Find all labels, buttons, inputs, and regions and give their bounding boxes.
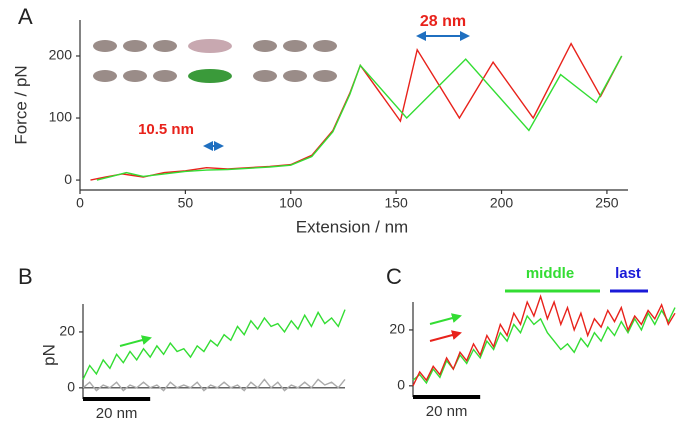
y-tick-label: 20 <box>59 323 75 339</box>
x-tick-label: 150 <box>384 195 408 211</box>
x-tick-label: 100 <box>279 195 303 211</box>
scale-bar-label: 20 nm <box>426 403 468 420</box>
y-tick-label: 100 <box>49 109 73 125</box>
annotation: 10.5 nm <box>138 121 194 138</box>
scale-bar-label: 20 nm <box>96 405 138 422</box>
arrow <box>429 330 462 342</box>
annotation: middle <box>526 265 574 282</box>
data-line <box>82 309 346 380</box>
data-line <box>96 55 623 181</box>
x-tick-label: 50 <box>178 195 194 211</box>
y-tick-label: 0 <box>64 171 72 187</box>
y-axis-label: Force / pN <box>11 65 30 144</box>
data-line <box>412 294 676 387</box>
annotation: 28 nm <box>420 13 466 30</box>
y-tick-label: 20 <box>389 321 405 337</box>
panel-label: C <box>386 264 402 289</box>
y-axis-label: pN <box>39 344 58 366</box>
arrow <box>119 335 152 347</box>
annotation: last <box>615 265 641 282</box>
x-tick-label: 250 <box>595 195 619 211</box>
data-line <box>82 378 346 392</box>
x-tick-label: 0 <box>76 195 84 211</box>
x-tick-label: 200 <box>490 195 514 211</box>
y-tick-label: 0 <box>397 377 405 393</box>
panel-label: A <box>18 4 33 29</box>
x-axis-label: Extension / nm <box>296 217 408 236</box>
panel-label: B <box>18 264 33 289</box>
protein-icons <box>93 39 337 83</box>
y-tick-label: 200 <box>49 47 73 63</box>
data-line <box>90 42 623 181</box>
y-tick-label: 0 <box>67 379 75 395</box>
arrow <box>429 313 462 325</box>
